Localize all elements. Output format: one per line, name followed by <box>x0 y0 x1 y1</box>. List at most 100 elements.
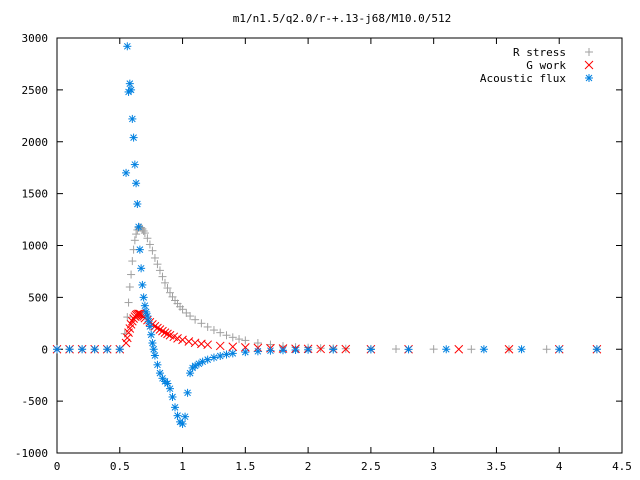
data-point <box>137 264 146 273</box>
data-point <box>160 328 170 338</box>
x-tick-label: 2.5 <box>361 460 381 473</box>
data-point <box>191 315 200 324</box>
data-point <box>186 369 195 378</box>
data-point <box>429 345 438 354</box>
data-point <box>127 270 136 279</box>
data-point <box>133 309 142 319</box>
data-point <box>140 229 149 238</box>
x-tick-label: 0 <box>54 460 61 473</box>
data-point <box>542 345 551 354</box>
data-point <box>103 345 112 354</box>
data-point <box>266 346 275 355</box>
data-point <box>241 336 250 345</box>
data-point <box>153 360 162 369</box>
data-point <box>130 160 139 169</box>
data-point <box>178 305 187 314</box>
data-point <box>135 309 145 319</box>
data-point <box>316 344 325 353</box>
data-point <box>148 246 157 255</box>
data-point <box>127 85 136 94</box>
data-point <box>163 329 172 339</box>
x-tick-label: 4.5 <box>612 460 632 473</box>
data-point <box>128 257 137 266</box>
data-point <box>145 240 154 249</box>
data-point <box>125 283 134 291</box>
y-tick-label: 2500 <box>22 84 49 97</box>
data-point <box>149 345 158 354</box>
data-point <box>125 79 134 88</box>
data-point <box>138 280 147 289</box>
data-point <box>133 200 142 208</box>
data-point <box>171 403 180 412</box>
data-point <box>153 323 162 333</box>
data-point <box>166 288 174 297</box>
x-tick-label: 1 <box>179 460 186 473</box>
data-point <box>209 326 218 335</box>
data-point <box>329 345 338 354</box>
x-tick-label: 3.5 <box>487 460 507 473</box>
data-point <box>139 226 148 235</box>
data-point <box>454 344 464 354</box>
data-point <box>504 344 514 354</box>
x-tick-label: 3 <box>430 460 437 473</box>
data-point <box>279 346 287 355</box>
data-point <box>235 335 244 344</box>
data-point <box>228 342 238 352</box>
data-point <box>123 313 132 322</box>
data-point <box>158 326 167 336</box>
data-point <box>147 330 156 339</box>
data-point <box>216 351 225 360</box>
y-tick-label: 2000 <box>22 136 49 149</box>
data-point <box>148 339 157 348</box>
data-point <box>215 341 225 351</box>
data-point <box>150 253 159 262</box>
data-point <box>392 345 400 354</box>
chart-title: m1/n1.5/q2.0/r-+.13-j68/M10.0/512 <box>233 12 452 25</box>
data-point <box>145 322 154 331</box>
series-acoustic-flux <box>53 42 601 428</box>
data-point <box>139 293 148 302</box>
data-point <box>304 345 313 354</box>
data-point <box>160 278 169 287</box>
legend-label: G work <box>526 59 566 72</box>
data-point <box>130 236 139 245</box>
data-point <box>143 312 152 321</box>
data-point <box>316 344 326 354</box>
data-point <box>123 42 132 51</box>
data-point <box>592 345 601 354</box>
data-point <box>228 333 237 342</box>
data-point <box>132 179 141 188</box>
data-point <box>155 266 164 275</box>
data-point <box>555 345 564 354</box>
data-point <box>168 392 177 401</box>
legend-marker <box>584 60 594 70</box>
x-tick-label: 2 <box>305 460 312 473</box>
data-point <box>467 345 476 354</box>
data-point <box>140 301 149 310</box>
data-point <box>65 345 74 354</box>
legend-label: R stress <box>513 46 566 59</box>
data-point <box>150 351 159 360</box>
x-tick-label: 1.5 <box>235 460 255 473</box>
data-point <box>173 411 182 420</box>
data-point <box>216 328 225 337</box>
data-point <box>122 168 131 177</box>
data-point <box>135 245 144 254</box>
x-tick-label: 4 <box>556 460 563 473</box>
x-axis: 0 0.5 1 1.5 2 2.5 3 3.5 4 4.5 <box>54 38 632 473</box>
data-point <box>203 322 212 331</box>
data-point <box>253 347 262 356</box>
data-point <box>222 350 231 359</box>
data-point <box>163 379 172 388</box>
y-tick-label: 0 <box>41 343 48 356</box>
data-point <box>479 345 488 354</box>
y-tick-label: -500 <box>22 395 49 408</box>
data-point <box>143 234 152 243</box>
data-point <box>341 344 351 354</box>
data-point <box>53 345 61 354</box>
legend-label: Acoustic flux <box>480 72 566 85</box>
series-layer <box>52 42 602 428</box>
